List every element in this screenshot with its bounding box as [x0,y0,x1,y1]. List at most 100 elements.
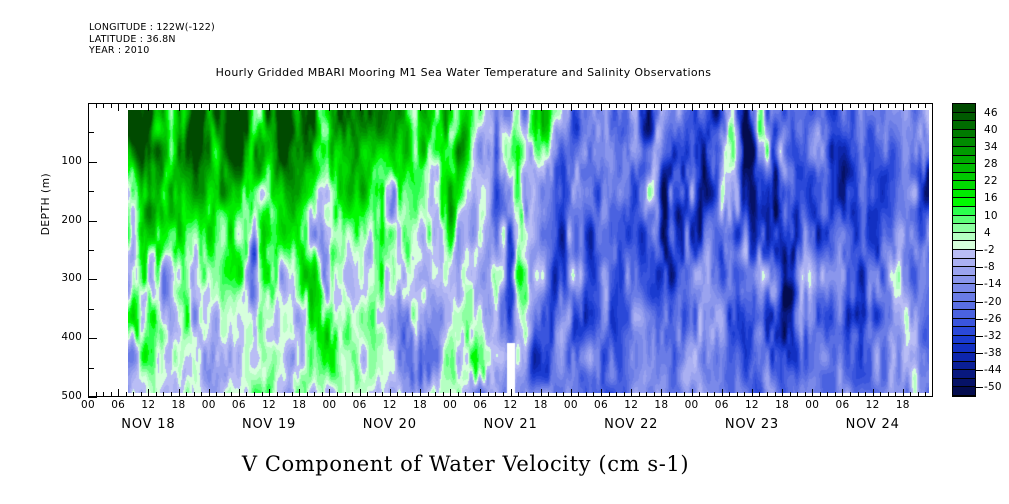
x-major-tick-top [812,103,814,111]
x-minor-tick-top [767,103,769,108]
colorbar-tick-label: -50 [984,381,1002,394]
x-minor-tick [767,392,769,397]
x-minor-tick-top [495,103,497,108]
x-minor-tick [352,392,354,397]
x-hour-label: 12 [744,399,759,411]
x-minor-tick [133,392,135,397]
x-minor-tick-top [797,103,799,108]
y-minor-tick [88,250,94,251]
y-minor-tick [88,367,94,369]
x-major-tick-top [329,103,331,111]
colorbar-tick-label: -38 [984,347,1002,360]
x-hour-label: 12 [624,399,639,411]
x-major-tick-top [510,103,512,111]
x-major-tick [450,389,452,397]
colorbar-swatch [953,310,975,319]
x-major-tick [872,389,874,397]
x-minor-tick [646,392,648,397]
x-major-tick-top [782,103,784,111]
x-minor-tick [193,392,195,397]
x-hour-label: 18 [895,399,910,411]
x-major-tick [359,389,361,397]
x-minor-tick-top [887,103,889,108]
y-tick-label: 200 [61,213,82,226]
x-minor-tick-top [555,103,557,108]
x-minor-tick [819,392,821,397]
x-major-tick [782,389,784,397]
colorbar-swatch [953,292,975,302]
colorbar-tick-label: 34 [984,140,998,153]
x-hour-label: 00 [684,399,699,411]
x-hour-label: 18 [533,399,548,411]
colorbar-tick [976,370,983,372]
colorbar-swatch [953,275,975,285]
x-minor-tick-top [774,103,776,108]
colorbar-tick [976,387,983,389]
colorbar-swatch [953,301,975,311]
colorbar-tick-label: -26 [984,312,1002,325]
x-major-tick [208,389,210,397]
colorbar-labels: 46 40 34 28 22 16 10 4 -2 -8 -14 -20 -26 -32 -38 -44 -50 [976,103,1009,397]
x-major-tick [238,389,240,397]
x-hour-label: 06 [231,399,246,411]
x-major-tick-top [299,103,301,111]
y-minor-tick [88,132,94,134]
x-minor-tick-top [321,103,323,108]
colorbar-tick-label: 40 [984,123,998,136]
x-hour-label: 06 [473,399,488,411]
x-hour-label: 06 [594,399,609,411]
x-minor-tick [472,392,474,397]
x-major-tick-top [178,103,180,111]
x-minor-tick-top [653,103,655,108]
x-minor-tick [155,392,157,397]
x-minor-tick [435,392,437,397]
x-major-tick [842,389,844,397]
colorbar-swatch [953,267,975,276]
x-minor-tick-top [548,103,550,108]
x-major-tick-top [631,103,633,111]
x-minor-tick-top [465,103,467,108]
colorbar-swatch [953,318,975,328]
colorbar-swatch [953,189,975,199]
x-minor-tick-top [412,103,414,108]
x-day-label: NOV 22 [604,417,659,432]
x-major-tick [540,389,542,397]
x-minor-tick [555,392,557,397]
x-minor-tick-top [850,103,851,108]
colorbar-tick-label: 10 [984,209,998,222]
colorbar-tick [976,267,983,269]
colorbar-swatch [953,361,975,371]
y-major-tick [88,161,97,163]
x-minor-tick-top [518,103,520,108]
x-major-tick-top [661,103,663,111]
x-hour-label: 06 [714,399,729,411]
x-hour-label: 18 [171,399,186,411]
x-minor-tick [797,392,799,397]
x-minor-tick-top [910,103,912,108]
x-minor-tick [367,392,369,397]
x-minor-tick-top [336,103,338,108]
y-tick-label: 300 [61,272,82,285]
x-major-tick [601,389,603,397]
x-hour-label: 06 [352,399,367,411]
colorbar-swatch [953,198,975,208]
x-minor-tick [736,392,738,397]
x-major-tick-top [359,103,361,111]
x-minor-tick-top [699,103,701,108]
x-minor-tick-top [186,103,188,108]
x-minor-tick-top [706,103,708,108]
colorbar-tick-label: -2 [984,244,995,256]
x-minor-tick [163,392,165,397]
x-minor-tick [525,392,527,397]
x-minor-tick-top [261,103,263,108]
y-minor-tick [88,191,94,193]
x-minor-tick [231,392,233,397]
x-minor-tick-top [684,103,686,108]
colorbar-swatch [953,378,975,388]
x-minor-tick [487,392,489,397]
x-minor-tick [246,392,248,397]
x-minor-tick-top [306,103,308,108]
x-major-tick-top [842,103,844,111]
x-minor-tick-top [314,103,316,108]
colorbar-swatch [953,146,975,156]
